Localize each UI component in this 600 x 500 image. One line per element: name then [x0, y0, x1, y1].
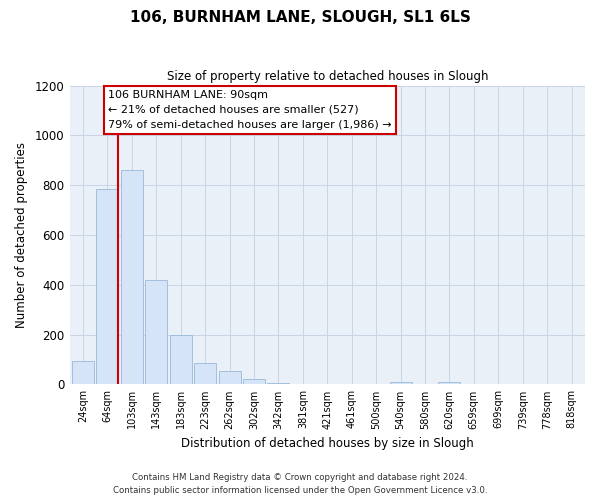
X-axis label: Distribution of detached houses by size in Slough: Distribution of detached houses by size … [181, 437, 473, 450]
Bar [439, 382, 460, 384]
Bar [170, 334, 191, 384]
Bar [194, 364, 216, 384]
Bar [389, 382, 412, 384]
Text: Contains HM Land Registry data © Crown copyright and database right 2024.
Contai: Contains HM Land Registry data © Crown c… [113, 474, 487, 495]
Bar [243, 379, 265, 384]
Text: 106, BURNHAM LANE, SLOUGH, SL1 6LS: 106, BURNHAM LANE, SLOUGH, SL1 6LS [130, 10, 470, 25]
Bar [97, 189, 118, 384]
Text: 106 BURNHAM LANE: 90sqm
← 21% of detached houses are smaller (527)
79% of semi-d: 106 BURNHAM LANE: 90sqm ← 21% of detache… [108, 90, 392, 130]
Bar [268, 383, 289, 384]
Bar [145, 280, 167, 384]
Bar [121, 170, 143, 384]
Title: Size of property relative to detached houses in Slough: Size of property relative to detached ho… [167, 70, 488, 83]
Bar [72, 361, 94, 384]
Bar [218, 372, 241, 384]
Y-axis label: Number of detached properties: Number of detached properties [15, 142, 28, 328]
